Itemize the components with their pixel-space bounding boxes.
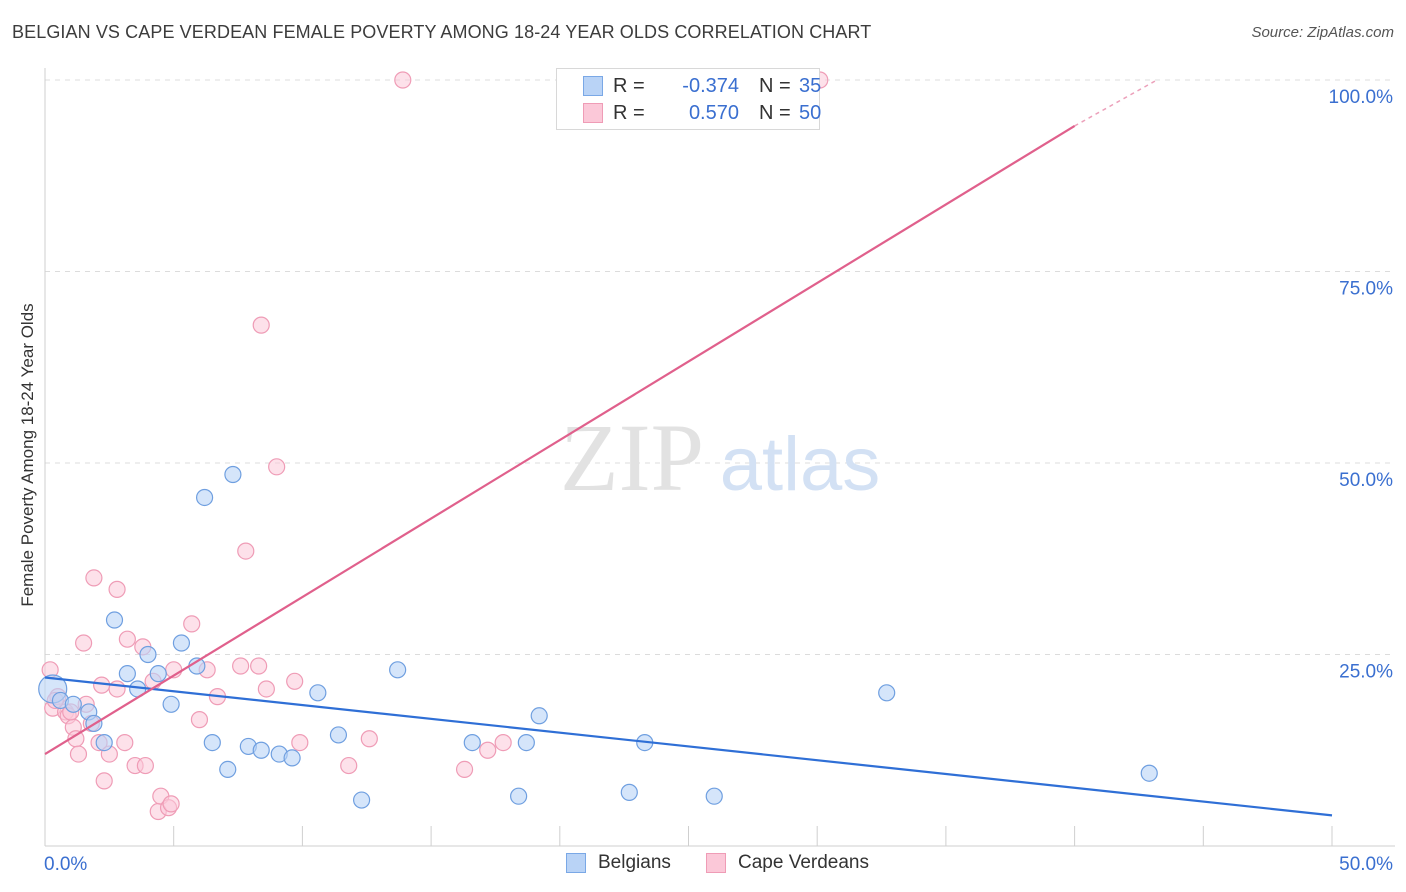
belgian-point	[705, 787, 723, 805]
cape-verdeans-trend-extension	[1074, 79, 1158, 127]
cape-verdean-point	[75, 634, 93, 652]
belgian-point	[172, 634, 191, 652]
chart-title: BELGIAN VS CAPE VERDEAN FEMALE POVERTY A…	[12, 22, 872, 42]
belgian-point	[620, 783, 638, 801]
cape-verdean-point	[237, 542, 255, 560]
r-value: 0.570	[688, 102, 739, 124]
cape-verdean-point	[108, 680, 126, 698]
belgians-legend-swatch	[566, 853, 586, 873]
y-tick-label: 100.0%	[1329, 87, 1394, 108]
cape-verdean-point	[360, 730, 378, 748]
gridlines	[45, 79, 1395, 655]
cape-verdean-points	[41, 71, 829, 821]
cape-verdean-point	[118, 630, 136, 648]
x-tick-label-min: 0.0%	[44, 854, 87, 875]
belgian-point	[283, 749, 301, 767]
belgian-point	[1140, 764, 1158, 782]
cape-verdeans-swatch	[583, 103, 603, 123]
belgian-point	[195, 488, 214, 507]
cape-verdean-point	[116, 733, 134, 752]
belgian-point	[203, 733, 221, 752]
belgian-point	[224, 465, 242, 484]
cape-verdeans-legend-label: Cape Verdeans	[738, 852, 869, 873]
belgian-point	[463, 733, 481, 752]
belgian-point	[252, 741, 270, 759]
belgian-point	[118, 665, 136, 683]
belgian-point	[329, 726, 348, 744]
n-value: 50	[799, 102, 822, 124]
belgian-point	[105, 611, 124, 629]
belgian-point	[139, 645, 157, 664]
belgian-point	[95, 733, 113, 752]
cape-verdean-point	[95, 772, 113, 790]
belgian-point	[309, 684, 327, 702]
belgian-point	[64, 695, 82, 713]
r-value: -0.374	[682, 75, 739, 97]
y-tick-label: 50.0%	[1339, 470, 1393, 491]
y-tick-label: 25.0%	[1339, 662, 1393, 683]
cape-verdean-point	[162, 795, 180, 813]
cape-verdean-point	[257, 680, 275, 698]
cape-verdean-point	[291, 733, 309, 752]
cape-verdean-point	[108, 580, 126, 598]
belgian-point	[149, 665, 167, 683]
belgians-swatch	[583, 76, 603, 96]
n-label: N =	[759, 75, 791, 97]
r-label: R =	[613, 102, 645, 124]
cape-verdean-point	[250, 657, 268, 675]
cape-verdean-point	[85, 569, 103, 587]
cape-verdeans-trend-line	[44, 125, 1076, 756]
tick-labels: 25.0% 50.0% 75.0% 100.0% 0.0% 50.0%	[44, 87, 1393, 875]
cape-verdean-point	[252, 316, 270, 334]
n-label: N =	[759, 102, 791, 124]
correlation-legend: R = -0.374 N = 35 R = 0.570 N = 50	[556, 68, 822, 130]
axes	[44, 68, 1395, 847]
belgian-point	[389, 661, 407, 679]
trend-lines	[44, 79, 1333, 817]
belgian-point	[530, 707, 548, 725]
y-tick-label: 75.0%	[1339, 279, 1393, 300]
cape-verdean-point	[232, 657, 250, 675]
x-tick-label-max: 50.0%	[1339, 854, 1393, 875]
watermark-zip: ZIP	[560, 404, 704, 511]
belgian-point	[517, 733, 535, 752]
belgian-point	[162, 695, 180, 713]
cape-verdean-point	[286, 672, 304, 690]
cape-verdean-point	[268, 458, 286, 476]
cape-verdean-point	[340, 756, 358, 775]
cape-verdean-point	[494, 733, 512, 752]
watermark-atlas: atlas	[720, 422, 881, 507]
cape-verdean-point	[69, 745, 88, 763]
r-label: R =	[613, 75, 645, 97]
belgian-point	[353, 791, 371, 809]
belgians-trend-line	[44, 676, 1333, 817]
belgians-legend-label: Belgians	[598, 852, 671, 873]
watermark: ZIP atlas	[560, 404, 880, 511]
belgian-points	[38, 465, 1158, 809]
cape-verdean-point	[479, 741, 497, 759]
n-value: 35	[799, 75, 822, 97]
belgian-point	[219, 760, 237, 779]
cape-verdean-point	[183, 615, 201, 633]
belgian-point	[510, 787, 528, 805]
cape-verdean-point	[190, 711, 209, 729]
belgian-point	[878, 684, 896, 702]
cape-verdeans-legend-swatch	[706, 853, 726, 873]
cape-verdean-point	[136, 756, 154, 775]
source-label: Source: ZipAtlas.com	[1251, 24, 1394, 41]
cape-verdean-point	[394, 71, 412, 89]
cape-verdean-point	[455, 760, 474, 779]
